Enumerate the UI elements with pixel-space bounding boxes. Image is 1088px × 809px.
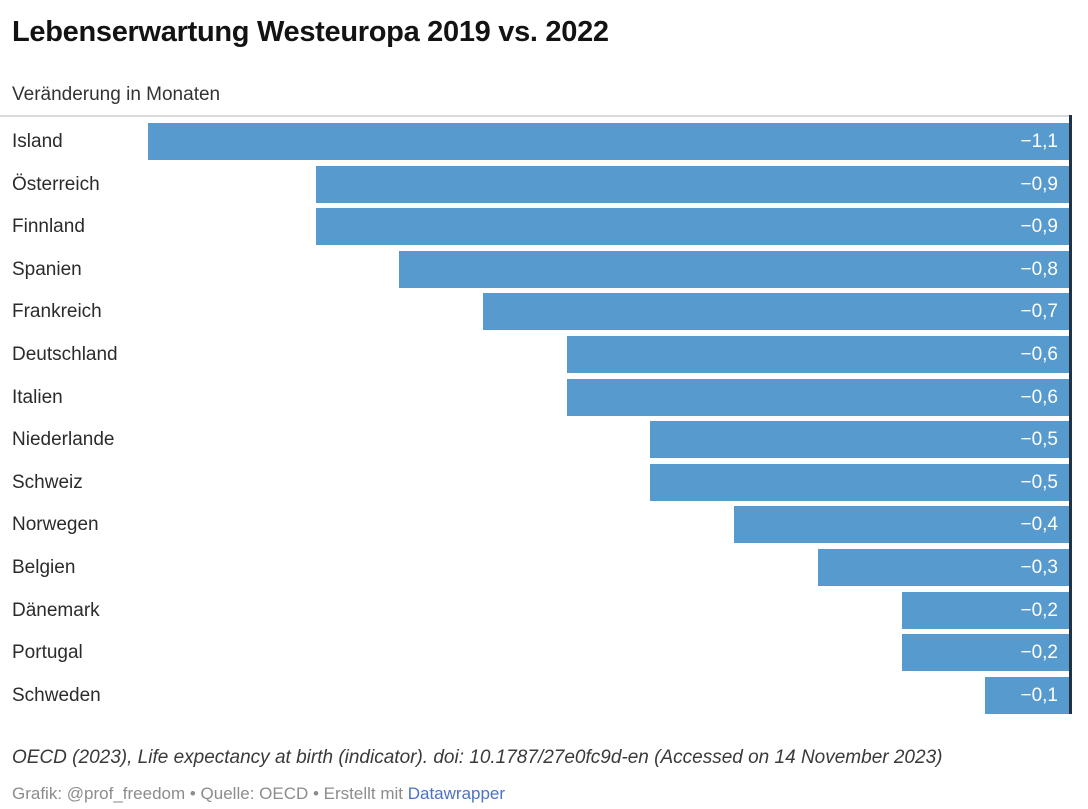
byline: Grafik: @prof_freedom • Quelle: OECD • E…: [12, 784, 505, 804]
bar[interactable]: −0,2: [902, 591, 1069, 629]
bar-value-label: −0,6: [1020, 343, 1058, 365]
bar-row: Schweden −0,1: [0, 676, 1069, 714]
bar-value-label: −0,1: [1020, 684, 1058, 706]
bar-row: Österreich −0,9: [0, 165, 1069, 203]
bar-value-label: −0,8: [1020, 258, 1058, 280]
bar[interactable]: −0,5: [650, 463, 1069, 501]
bar-value-label: −0,5: [1020, 429, 1058, 451]
bar[interactable]: −0,8: [399, 250, 1069, 288]
country-label: Schweden: [12, 684, 101, 706]
bar-value-label: −0,9: [1020, 216, 1058, 238]
bar-row: Frankreich −0,7: [0, 293, 1069, 331]
bar-value-label: −0,6: [1020, 386, 1058, 408]
country-label: Österreich: [12, 173, 100, 195]
country-label: Island: [12, 131, 63, 152]
bar[interactable]: −0,1: [985, 676, 1069, 714]
bar-row: Schweiz −0,5: [0, 463, 1069, 501]
bar[interactable]: −0,4: [734, 506, 1069, 544]
bar-value-label: −0,4: [1020, 514, 1058, 536]
bar[interactable]: −1,1: [148, 123, 1069, 160]
bar-row: Deutschland −0,6: [0, 335, 1069, 373]
bar-row: Belgien −0,3: [0, 548, 1069, 586]
country-label: Schweiz: [12, 471, 83, 493]
bar-row: Finnland −0,9: [0, 208, 1069, 246]
bar[interactable]: −0,6: [567, 378, 1069, 416]
bar-chart-plot-area: Island −1,1 Österreich −0,9 Finnland −0,9 Span…: [0, 123, 1069, 719]
bar[interactable]: −0,6: [567, 335, 1069, 373]
country-label: Norwegen: [12, 514, 99, 536]
bar[interactable]: −0,7: [483, 293, 1069, 331]
country-label: Italien: [12, 386, 63, 408]
axis-top-rule: [0, 115, 1069, 117]
bar-row: Portugal −0,2: [0, 634, 1069, 672]
bar-value-label: −0,9: [1020, 173, 1058, 195]
bar-row: Italien −0,6: [0, 378, 1069, 416]
bar-row: Dänemark −0,2: [0, 591, 1069, 629]
bar[interactable]: −0,5: [650, 421, 1069, 459]
country-label: Niederlande: [12, 429, 115, 451]
country-label: Finnland: [12, 216, 85, 238]
bar[interactable]: −0,9: [316, 208, 1069, 246]
bar[interactable]: −0,3: [818, 548, 1069, 586]
zero-axis-line: [1069, 115, 1072, 714]
bar-row: Spanien −0,8: [0, 250, 1069, 288]
bar[interactable]: −0,9: [316, 165, 1069, 203]
country-label: Spanien: [12, 258, 82, 280]
bar-value-label: −0,3: [1020, 556, 1058, 578]
bar-row: Norwegen −0,4: [0, 506, 1069, 544]
bar-value-label: −0,5: [1020, 471, 1058, 493]
bar-value-label: −1,1: [1020, 131, 1058, 152]
source-note: OECD (2023), Life expectancy at birth (i…: [12, 747, 943, 768]
bar-value-label: −0,2: [1020, 599, 1058, 621]
country-label: Frankreich: [12, 301, 102, 323]
country-label: Belgien: [12, 556, 76, 578]
bar-value-label: −0,2: [1020, 642, 1058, 664]
country-label: Portugal: [12, 642, 83, 664]
bar-row: Island −1,1: [0, 123, 1069, 160]
bar-row: Niederlande −0,5: [0, 421, 1069, 459]
byline-text: Grafik: @prof_freedom • Quelle: OECD • E…: [12, 784, 408, 803]
bar-value-label: −0,7: [1020, 301, 1058, 323]
datawrapper-link[interactable]: Datawrapper: [407, 784, 506, 803]
chart-subtitle: Veränderung in Monaten: [12, 84, 221, 105]
bar[interactable]: −0,2: [902, 634, 1069, 672]
country-label: Dänemark: [12, 599, 100, 621]
chart-title: Lebenserwartung Westeuropa 2019 vs. 2022: [12, 16, 609, 48]
country-label: Deutschland: [12, 343, 118, 365]
